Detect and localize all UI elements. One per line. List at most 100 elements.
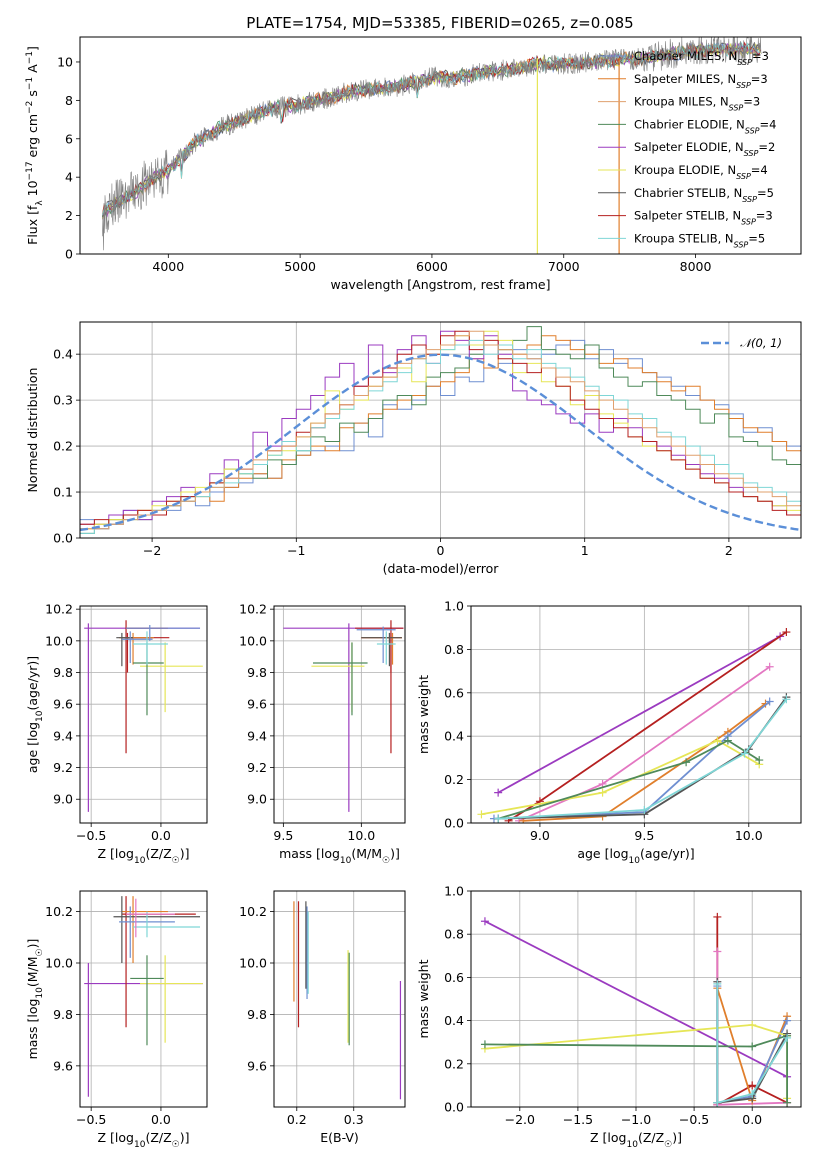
label-part: (Z/Z bbox=[638, 1130, 664, 1145]
label-part: ] bbox=[25, 46, 40, 51]
x-tick-label: −0.5 bbox=[679, 1112, 709, 1127]
legend-label-tail: =3 bbox=[743, 95, 760, 109]
errorbar-point bbox=[376, 631, 396, 665]
legend-label-sub: SSP bbox=[734, 240, 749, 249]
label-sub: 10 bbox=[626, 1140, 638, 1150]
histogram-steps bbox=[80, 339, 801, 525]
gaussian-curve bbox=[80, 353, 801, 532]
y-tick-label: 0.4 bbox=[444, 1013, 464, 1028]
weight-line bbox=[481, 739, 760, 816]
label-part: −17 bbox=[25, 161, 35, 180]
errorbar-point bbox=[356, 626, 396, 664]
label-part: (age/yr)] bbox=[640, 846, 695, 861]
plot-area bbox=[477, 628, 791, 823]
y-tick-label: 0.2 bbox=[444, 772, 464, 787]
weight-marker bbox=[713, 912, 722, 921]
label-part: (M/M bbox=[25, 956, 40, 987]
legend-label: Salpeter ELODIE, NSSP=2 bbox=[634, 140, 775, 158]
weight-marker bbox=[783, 1098, 792, 1107]
y-tick-label: 9.0 bbox=[247, 792, 267, 807]
x-axis-label: (data-model)/error bbox=[383, 561, 500, 576]
weight-marker bbox=[748, 1090, 757, 1099]
label-part: )] bbox=[25, 939, 40, 949]
label-part: 10 bbox=[25, 180, 40, 200]
axes-frame bbox=[79, 890, 208, 1108]
legend-label-sub: SSP bbox=[742, 194, 757, 203]
x-tick-label: −2 bbox=[143, 543, 161, 558]
label-sub: 10 bbox=[134, 856, 146, 866]
y-tick-label: 9.2 bbox=[247, 760, 267, 775]
weight-marker bbox=[477, 810, 486, 819]
x-tick-label: 0.2 bbox=[287, 1112, 307, 1127]
label-part: log bbox=[115, 1130, 134, 1145]
axes-frame bbox=[273, 605, 406, 824]
chart-spectrum: 4000 5000 6000 7000 8000 0 2 4 6 8 10 wavelength [A… bbox=[25, 36, 802, 292]
label-part: Z [ bbox=[590, 1130, 607, 1145]
x-tick-label: 0.0 bbox=[742, 1112, 762, 1127]
label-part: )] bbox=[672, 1130, 682, 1145]
weight-marker bbox=[748, 1042, 757, 1051]
legend-label-tail: =3 bbox=[756, 209, 773, 223]
y-tick-label: 9.8 bbox=[247, 1007, 267, 1022]
label-sub: 10 bbox=[629, 856, 641, 866]
plot-area bbox=[84, 896, 203, 1097]
plot-area bbox=[480, 912, 792, 1107]
y-tick-label: 0.0 bbox=[444, 816, 464, 831]
errorbar-point bbox=[140, 955, 203, 1043]
x-tick-label: 5000 bbox=[284, 259, 316, 274]
weight-marker bbox=[782, 695, 791, 704]
errorbar-point bbox=[133, 911, 201, 938]
legend-label-sub: SSP bbox=[744, 149, 759, 158]
label-sub: 10 bbox=[134, 1140, 146, 1150]
label-part: erg cm bbox=[25, 114, 40, 162]
x-tick-label: 0.0 bbox=[151, 828, 171, 843]
weight-marker bbox=[783, 1016, 792, 1025]
y-tick-label: 9.0 bbox=[53, 792, 73, 807]
axes-frame bbox=[470, 605, 802, 824]
label-part: wavelength [Angstrom, rest frame] bbox=[330, 277, 550, 292]
weight-marker bbox=[682, 758, 691, 767]
label-part: ☉ bbox=[382, 856, 390, 866]
legend-label-tail: =4 bbox=[751, 163, 768, 177]
label-part: −1 bbox=[25, 51, 35, 64]
y-tick-label: 10.0 bbox=[239, 956, 267, 971]
legend-label-tail: =4 bbox=[760, 117, 777, 131]
y-tick-label: 10 bbox=[57, 54, 73, 69]
x-tick-label: −0.5 bbox=[76, 828, 106, 843]
y-tick-label: 0.2 bbox=[53, 439, 73, 454]
weight-marker bbox=[782, 628, 791, 637]
chart-age_vs_mass: 9.5 10.0 9.0 9.2 9.4 9.6 9.8 10.0 10.2 mass [log1… bbox=[239, 602, 406, 866]
label-part: Z [ bbox=[98, 1130, 115, 1145]
y-tick-label: 10.2 bbox=[239, 904, 267, 919]
x-axis-label: Z [log10(Z/Z☉)] bbox=[98, 1130, 190, 1150]
label-part: )] bbox=[180, 1130, 190, 1145]
y-tick-label: 10.2 bbox=[239, 602, 267, 617]
y-tick-label: 1.0 bbox=[444, 599, 464, 614]
y-tick-label: 0.8 bbox=[444, 927, 464, 942]
chart-age_vs_Z: −0.5 0.09.09.29.49.69.810.010.2Z [log10(Z… bbox=[25, 602, 208, 866]
x-axis-label: E(B-V) bbox=[320, 1130, 359, 1145]
errorbar-point bbox=[121, 896, 168, 963]
weight-marker bbox=[783, 1033, 792, 1042]
errorbar-point bbox=[113, 896, 201, 963]
label-sub: 10 bbox=[35, 987, 45, 999]
label-part: ☉ bbox=[664, 1140, 672, 1150]
label-part: ☉ bbox=[172, 1140, 180, 1150]
plot-area bbox=[101, 37, 762, 254]
label-part: ☉ bbox=[172, 856, 180, 866]
weight-marker bbox=[713, 979, 722, 988]
y-tick-label: 9.6 bbox=[247, 697, 267, 712]
y-tick-label: 0.2 bbox=[444, 1056, 464, 1071]
histogram-steps bbox=[80, 330, 801, 530]
plot-area bbox=[293, 901, 402, 1100]
label-part: )] bbox=[390, 846, 400, 861]
label-sub: 10 bbox=[35, 710, 45, 722]
y-axis-label: mass [log10(M/M☉)] bbox=[25, 939, 45, 1060]
x-tick-label: 9.0 bbox=[530, 828, 550, 843]
weight-marker bbox=[748, 1020, 757, 1029]
legend-label-tail: =3 bbox=[752, 49, 769, 63]
legend-label-sub: SSP bbox=[736, 172, 751, 181]
chart-mass_vs_Z: −0.5 0.09.69.810.010.2Z [log10(Z/Z☉)]mass… bbox=[25, 890, 208, 1150]
legend-label-main: Chabrier STELIB, N bbox=[634, 186, 742, 200]
y-tick-label: 1.0 bbox=[444, 884, 464, 899]
